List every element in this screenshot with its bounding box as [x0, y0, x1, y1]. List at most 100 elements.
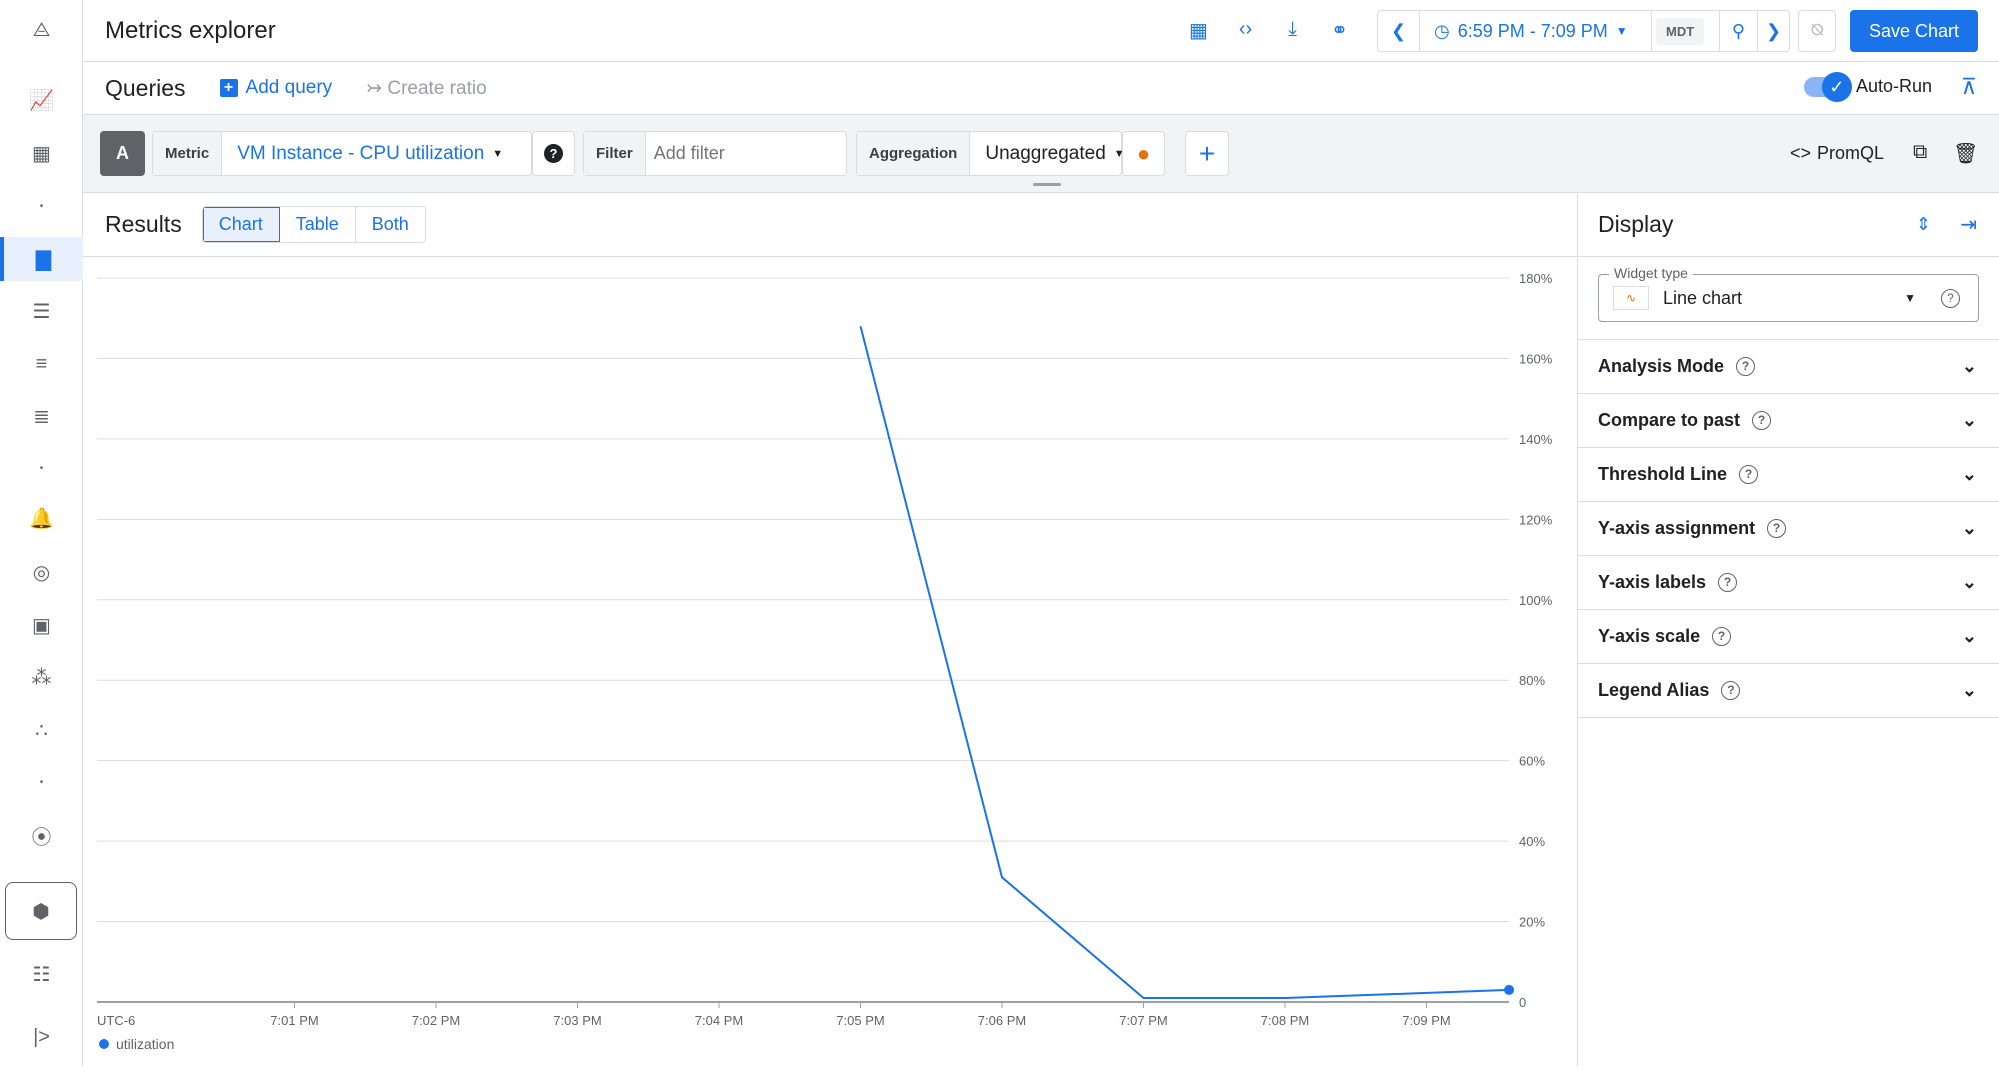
- promql-label: PromQL: [1817, 143, 1885, 163]
- help-icon[interactable]: ?: [532, 131, 575, 176]
- check-icon: ✓: [1821, 71, 1852, 102]
- help-icon[interactable]: ?: [1752, 411, 1772, 430]
- top-bar: Metrics explorer ▦ ‹› ⤓ ⚭ ❮ ◷ 6:59 PM - …: [83, 0, 1999, 62]
- help-icon[interactable]: ?: [1718, 573, 1738, 592]
- caret-down-icon: ▼: [1113, 147, 1125, 160]
- logs-icon[interactable]: ☰: [32, 300, 51, 323]
- create-ratio-button[interactable]: ↣ Create ratio: [366, 77, 486, 100]
- filter-field[interactable]: Filter: [583, 131, 847, 176]
- previous-range-button[interactable]: ❮: [1378, 11, 1420, 51]
- lightbulb-icon[interactable]: ●: [1122, 131, 1165, 176]
- time-range-picker: ❮ ◷ 6:59 PM - 7:09 PM ▼ MDT ⚲ ❯: [1377, 10, 1790, 52]
- tab-chart[interactable]: Chart: [202, 207, 280, 242]
- x-tick-label: 7:09 PM: [1402, 1013, 1450, 1028]
- trace-icon[interactable]: ≣: [33, 405, 50, 428]
- download-icon[interactable]: ⤓: [1288, 18, 1297, 40]
- section-analysis-mode[interactable]: Analysis Mode? ⌄: [1578, 340, 1999, 394]
- synthetic-monitoring-icon[interactable]: ▣: [32, 614, 51, 637]
- legend-marker: [99, 1039, 109, 1049]
- section-label: Y-axis assignment: [1598, 518, 1756, 538]
- section-label: Threshold Line: [1598, 464, 1728, 484]
- filter-label: Filter: [584, 132, 646, 175]
- zoom-search-icon[interactable]: ⚲: [1720, 11, 1758, 51]
- y-tick-label: 120%: [1519, 512, 1553, 527]
- section-legend-alias[interactable]: Legend Alias? ⌄: [1578, 664, 1999, 718]
- section-compare-to-past[interactable]: Compare to past? ⌄: [1578, 394, 1999, 448]
- chart-area: 0 20% 40% 60% 80% 100% 120% 140% 160% 180% UTC-6 7:…: [83, 257, 1577, 1066]
- section-label: Legend Alias: [1598, 680, 1710, 700]
- auto-run-label: Auto-Run: [1855, 76, 1932, 96]
- results-view-tabs: Chart Table Both: [201, 206, 426, 243]
- aggregation-value[interactable]: Unaggregated: [985, 142, 1106, 164]
- display-title: Display: [1598, 211, 1674, 237]
- section-threshold-line[interactable]: Threshold Line? ⌄: [1578, 448, 1999, 502]
- promql-button[interactable]: <> PromQL: [1790, 143, 1884, 164]
- sync-off-icon[interactable]: ⦰: [1798, 10, 1836, 52]
- copy-icon[interactable]: ⧉: [1913, 141, 1928, 163]
- close-panel-icon[interactable]: ⇥: [1960, 214, 1977, 236]
- auto-run-toggle[interactable]: ✓ Auto-Run: [1803, 71, 1932, 102]
- feedback-icon[interactable]: ▦: [1189, 20, 1208, 42]
- metric-selector[interactable]: Metric VM Instance - CPU utilization ▼: [152, 131, 532, 176]
- link-icon[interactable]: ⚭: [1331, 20, 1348, 42]
- results-title: Results: [105, 211, 182, 237]
- section-y-axis-scale[interactable]: Y-axis scale? ⌄: [1578, 610, 1999, 664]
- code-icon[interactable]: ‹›: [1238, 18, 1253, 40]
- resize-handle[interactable]: [1033, 183, 1061, 186]
- section-y-axis-assignment[interactable]: Y-axis assignment? ⌄: [1578, 502, 1999, 556]
- delete-icon[interactable]: 🗑: [1953, 143, 1979, 165]
- toggle-switch[interactable]: ✓: [1803, 71, 1852, 102]
- query-editor: A Metric VM Instance - CPU utilization ▼…: [83, 115, 1999, 193]
- filter-input[interactable]: [653, 143, 844, 164]
- add-query-button[interactable]: + Add query: [219, 77, 332, 99]
- time-range-selector[interactable]: ◷ 6:59 PM - 7:09 PM ▼: [1420, 11, 1652, 51]
- help-icon[interactable]: ?: [1767, 519, 1787, 538]
- y-tick-label: 100%: [1519, 593, 1553, 608]
- chevron-down-icon: ⌄: [1961, 410, 1977, 430]
- tab-both[interactable]: Both: [371, 214, 409, 234]
- metrics-explorer-icon[interactable]: ▇: [0, 237, 83, 281]
- expand-icon[interactable]: |>: [33, 1025, 50, 1048]
- monitoring-logo-icon[interactable]: ⨺: [32, 18, 51, 41]
- help-icon[interactable]: ?: [1712, 627, 1732, 646]
- log-analytics-icon[interactable]: ≡: [35, 352, 48, 375]
- help-icon[interactable]: ?: [1721, 681, 1741, 700]
- data-point: [1504, 984, 1515, 995]
- dot-icon: •: [39, 200, 44, 212]
- dashboards-icon[interactable]: ▦: [32, 142, 51, 165]
- metric-label: Metric: [153, 132, 223, 175]
- x-tick-label: 7:03 PM: [553, 1013, 601, 1028]
- uptime-icon[interactable]: ◎: [32, 561, 51, 584]
- timezone-badge[interactable]: MDT: [1656, 17, 1705, 45]
- gke-icon[interactable]: ⬢: [5, 882, 77, 940]
- alerting-icon[interactable]: 🔔: [29, 507, 54, 530]
- widget-type-value: Line chart: [1663, 287, 1743, 308]
- save-chart-button[interactable]: Save Chart: [1850, 10, 1978, 52]
- aggregation-selector[interactable]: Aggregation Unaggregated ▼: [856, 131, 1125, 176]
- collapse-icon[interactable]: ⊼: [1960, 74, 1977, 99]
- section-y-axis-labels[interactable]: Y-axis labels? ⌄: [1578, 556, 1999, 610]
- next-range-button[interactable]: ❯: [1765, 20, 1782, 41]
- legend-label: utilization: [116, 1036, 174, 1052]
- overview-icon[interactable]: 📈: [29, 89, 54, 112]
- metric-value[interactable]: VM Instance - CPU utilization: [237, 142, 485, 164]
- section-label: Y-axis labels: [1598, 572, 1707, 592]
- display-panel: Display ⇕ ⇥ Widget type ∿ Line chart ▼ ?…: [1577, 193, 1999, 1066]
- groups-icon[interactable]: ∴: [35, 719, 48, 742]
- release-notes-icon[interactable]: ☷: [32, 963, 51, 986]
- expand-collapse-icon[interactable]: ⇕: [1915, 214, 1931, 234]
- help-icon[interactable]: ?: [1941, 288, 1960, 308]
- add-step-button[interactable]: +: [1185, 131, 1229, 176]
- widget-type-select[interactable]: Widget type ∿ Line chart ▼ ?: [1598, 265, 1979, 322]
- integrations-icon[interactable]: ⦿: [31, 826, 52, 849]
- y-tick-label: 0: [1519, 995, 1526, 1010]
- tab-table[interactable]: Table: [280, 207, 356, 242]
- query-letter[interactable]: A: [100, 131, 145, 176]
- dot-icon: •: [39, 776, 44, 788]
- service-monitoring-icon[interactable]: ⁂: [31, 666, 52, 689]
- help-icon[interactable]: ?: [1739, 465, 1759, 484]
- help-icon[interactable]: ?: [1736, 357, 1756, 376]
- series-line-utilization: [859, 326, 1510, 999]
- caret-down-icon: ▼: [1904, 291, 1916, 305]
- sidebar: ⨺ 📈 ▦ • ▇ ☰ ≡ ≣ • 🔔 ◎ ▣ ⁂ ∴ • ⦿ ⬢ ☷ |>: [0, 0, 83, 1066]
